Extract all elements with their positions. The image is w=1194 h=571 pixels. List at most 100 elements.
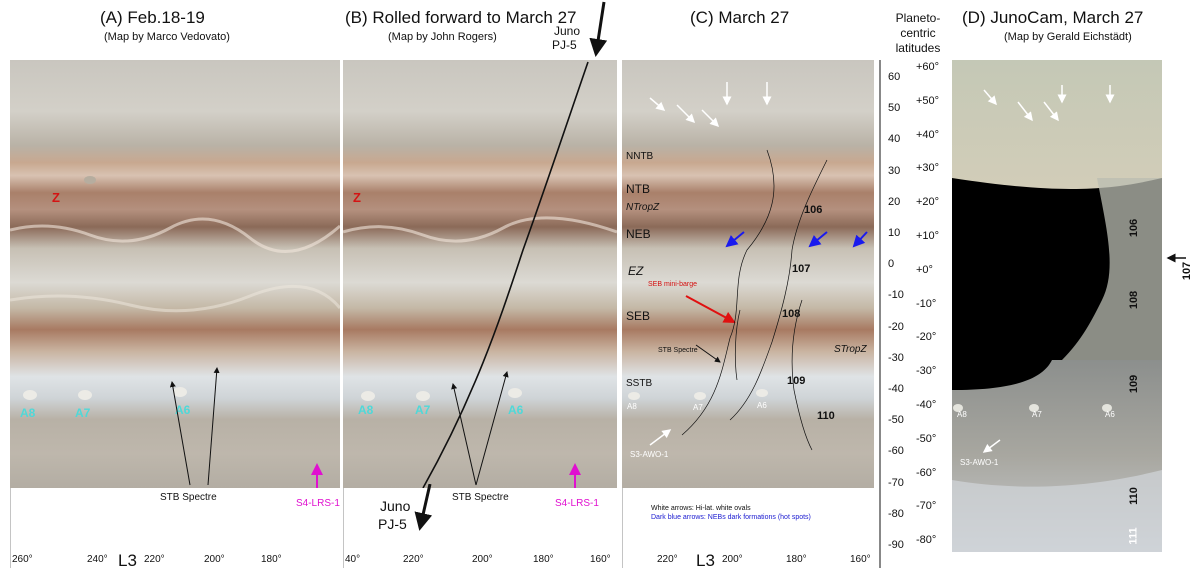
panel-b-tick-2: 220° (403, 554, 424, 565)
panel-b-title: (B) Rolled forward to March 27 (345, 8, 577, 27)
panel-d-lat-value: -40° (916, 399, 937, 411)
panel-d-image (952, 60, 1162, 552)
panel-c-overlay (628, 82, 868, 451)
panel-c-spot-a8: A8 (627, 402, 637, 411)
panel-b-stb-spectre: STB Spectre (452, 492, 509, 503)
panel-d-num-107: 107 (1181, 261, 1194, 281)
panel-c-num-107: 107 (792, 263, 811, 275)
panel-c-stb-spectre: STB Spectre (658, 347, 698, 354)
panel-b-juno-bottom-2: PJ-5 (378, 516, 407, 532)
panel-d-lat-value: +10° (916, 230, 940, 242)
panel-a-axis (10, 488, 11, 568)
lat-axis-value: -20 (888, 320, 904, 333)
panel-b-overlay (361, 61, 589, 488)
panel-b-spot-a7: A7 (415, 403, 431, 417)
panel-d-lat-value: -70° (916, 500, 937, 513)
lat-axis-value: 40 (888, 133, 901, 146)
panel-c-num-109: 109 (787, 375, 806, 387)
panel-d-num-110: 110 (1127, 487, 1140, 505)
panel-a-spot-a7: A7 (75, 406, 91, 420)
panel-c-stropz: STropZ (834, 344, 867, 355)
panel-d-title: (D) JunoCam, March 27 (962, 8, 1144, 27)
panel-b-subtitle: (Map by John Rogers) (388, 31, 497, 43)
lat-axis-value: -30 (888, 351, 904, 364)
panel-a-tick-2: 240° (87, 554, 108, 565)
panel-c-tick-4: 160° (850, 554, 871, 565)
panel-a-subtitle: (Map by Marco Vedovato) (104, 31, 230, 43)
panel-a-tick-1: 260° (12, 554, 33, 565)
panel-c-belt-ntb: NTB (626, 182, 650, 196)
panel-a-axis-label: L3 (118, 551, 137, 570)
panel-d-lat-value: +50° (916, 94, 940, 107)
panel-b-spectre-arrow-1 (451, 383, 477, 486)
panel-b-tick-4: 180° (533, 554, 554, 565)
panel-c-belt-ez: EZ (628, 264, 644, 278)
panel-a-lrs: S4-LRS-1 (296, 498, 340, 509)
lat-axis-value: 30 (888, 164, 901, 177)
panel-d-lat-value: +0° (916, 263, 933, 276)
lat-axis-title-2: centric (900, 26, 936, 40)
lat-axis-value: -80 (888, 507, 904, 520)
lat-axis-title-3: latitudes (895, 41, 941, 55)
panel-c-num-108: 108 (782, 308, 801, 320)
panel-b-map: Z A8 A7 A6 (343, 60, 617, 488)
panel-b-juno-bottom-1: Juno (380, 498, 411, 514)
panel-a-jupiter-bands (10, 60, 340, 488)
panel-c-legend-blue: Dark blue arrows: NEBs dark formations (… (651, 514, 811, 521)
panel-c-axis-label: L3 (696, 551, 715, 570)
panel-a-title: (A) Feb.18-19 (100, 8, 205, 27)
panel-a-spectre-arrow-2 (207, 367, 220, 486)
panel-c-num-106: 106 (804, 204, 823, 216)
panel-c-tick-3: 180° (786, 554, 807, 565)
panel-c-belt-sstb: SSTB (626, 378, 653, 389)
panel-b-tick-5: 160° (590, 554, 611, 565)
lat-axis-value: 20 (888, 195, 901, 208)
panel-c-seb-barge: SEB mini-barge (648, 281, 698, 288)
panel-c-jupiter-bands (622, 60, 874, 488)
panel-d-num-108: 108 (1128, 290, 1141, 310)
panel-a-tick-3: 220° (144, 554, 165, 565)
panel-d-107-arrow (1166, 253, 1186, 263)
panel-b-juno-top-2: PJ-5 (552, 38, 577, 52)
panel-b-spot-a8: A8 (358, 403, 374, 417)
panel-d-junocam: A8 A7 A6 S3-AWO-1 106 108 109 110 111 (952, 60, 1162, 552)
lat-axis-value: 50 (888, 102, 901, 115)
lat-axis-value: -40 (888, 383, 904, 395)
lat-axis-value: -70 (888, 476, 904, 489)
panel-d-lat-value: -60° (916, 466, 937, 479)
panel-d-num-106: 106 (1128, 218, 1141, 238)
panel-c-num-110: 110 (817, 410, 835, 422)
panel-a-z-label: Z (52, 190, 60, 205)
panel-d-lat-value: -20° (916, 331, 937, 344)
panel-b-jupiter-bands (343, 60, 617, 488)
panel-d-lat-value: -30° (916, 365, 937, 378)
panel-d-lat-value: -50° (916, 432, 937, 445)
panel-c-tick-1: 220° (657, 554, 678, 565)
lat-axis-value: 10 (888, 227, 901, 239)
panel-b-juno-bottom-arrow (414, 484, 433, 531)
panel-c-belt-ntropz: NTropZ (626, 202, 660, 213)
panel-a-arrows (23, 367, 323, 488)
panel-d-subtitle: (Map by Gerald Eichstädt) (1004, 31, 1132, 43)
panel-d-spot-a6: A6 (1105, 410, 1115, 419)
panel-b-spectre-arrow-2 (475, 371, 509, 486)
panel-c-belt-neb: NEB (626, 227, 651, 241)
panel-b-z-label: Z (353, 190, 361, 205)
panel-c-awo: S3-AWO-1 (630, 450, 669, 459)
panel-a-tick-5: 180° (261, 554, 282, 565)
panel-b-juno-track (422, 61, 589, 488)
panel-d-lat-value: -80° (916, 534, 937, 547)
panel-d-lat-value: +60° (916, 61, 940, 73)
lat-axis-title-1: Planeto- (895, 11, 941, 25)
panel-d-awo: S3-AWO-1 (960, 458, 999, 467)
panel-d-lat-value: -10° (916, 297, 937, 310)
panel-d-lat-value: +20° (916, 196, 940, 209)
panel-c-map: NNTB NTB NTropZ NEB EZ SEB SSTB STropZ 1… (622, 60, 874, 488)
panel-c-axis (622, 488, 623, 568)
panel-a-stb-spectre: STB Spectre (160, 492, 217, 503)
panel-d-spot-a7: A7 (1032, 410, 1042, 419)
lat-axis-value: -10 (888, 289, 904, 302)
panel-c-title: (C) March 27 (690, 8, 790, 27)
panel-a-tick-4: 200° (204, 554, 225, 565)
panel-d-num-111: 111 (1127, 527, 1140, 545)
